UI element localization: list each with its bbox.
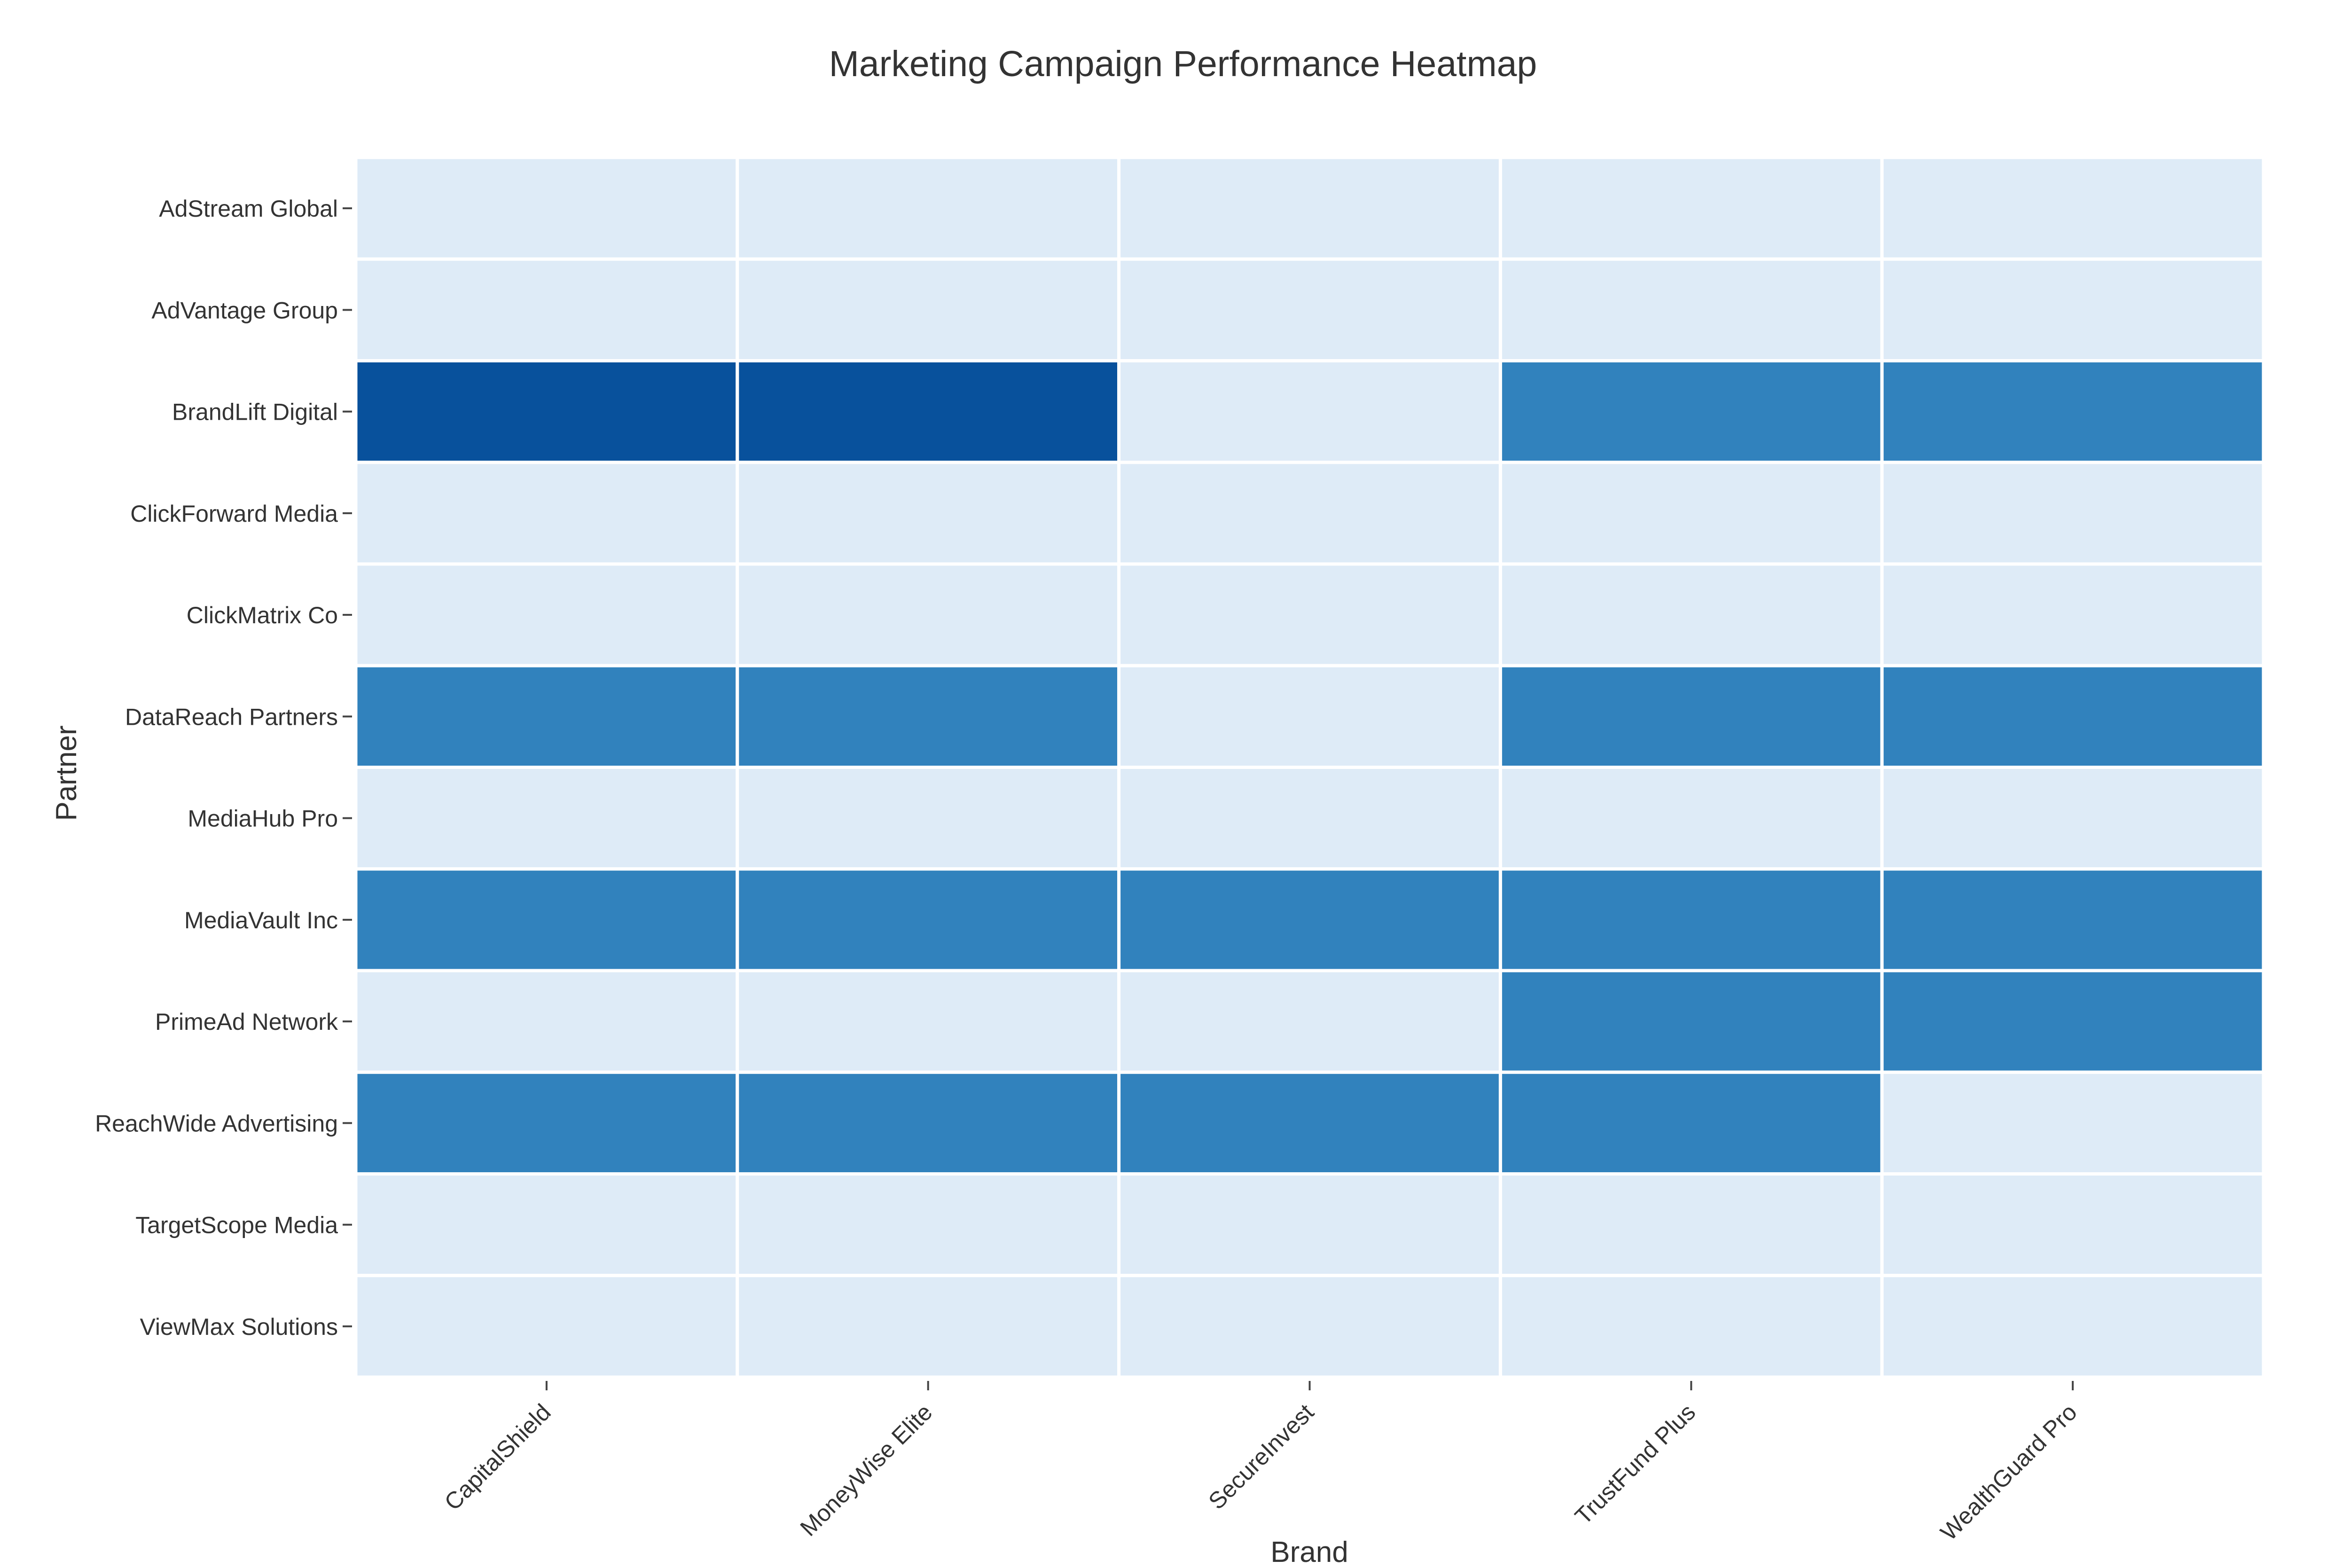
- heatmap-cell: [1880, 1172, 2265, 1278]
- heatmap-cell: [1498, 359, 1884, 464]
- heatmap-cell: [1498, 664, 1884, 769]
- heatmap-cell: [1880, 359, 2265, 464]
- heatmap-cell: [354, 766, 739, 871]
- y-tick-label: AdStream Global: [159, 196, 338, 222]
- y-axis-title: Partner: [50, 725, 83, 821]
- heatmap-cell: [1880, 257, 2265, 362]
- heatmap-cell: [1498, 562, 1884, 667]
- y-tick-label: PrimeAd Network: [155, 1009, 338, 1035]
- heatmap-cell: [1880, 766, 2265, 871]
- heatmap-cell: [354, 1070, 739, 1176]
- heatmap-cell: [1880, 461, 2265, 566]
- heatmap-cells: [354, 156, 2265, 1379]
- heatmap-cell: [1880, 867, 2265, 972]
- heatmap-cell: [736, 156, 1121, 261]
- heatmap-cell: [736, 1172, 1121, 1278]
- heatmap-cell: [1498, 969, 1884, 1074]
- heatmap-cell: [1117, 867, 1502, 972]
- heatmap-cell: [736, 461, 1121, 566]
- heatmap-cell: [1498, 1172, 1884, 1278]
- heatmap-cell: [1498, 867, 1884, 972]
- heatmap-cell: [354, 1172, 739, 1278]
- heatmap-cell: [736, 257, 1121, 362]
- heatmap-cell: [1117, 156, 1502, 261]
- heatmap-cell: [736, 766, 1121, 871]
- heatmap-cell: [354, 257, 739, 362]
- y-tick-label: MediaVault Inc: [184, 907, 338, 933]
- heatmap-cell: [736, 1070, 1121, 1176]
- heatmap-cell: [1117, 359, 1502, 464]
- y-tick-label: BrandLift Digital: [172, 399, 338, 425]
- y-tick-label: ClickMatrix Co: [187, 602, 338, 628]
- heatmap-cell: [1117, 257, 1502, 362]
- heatmap-cell: [1498, 1070, 1884, 1176]
- heatmap-cell: [1498, 766, 1884, 871]
- heatmap-cell: [354, 562, 739, 667]
- heatmap-cell: [354, 664, 739, 769]
- heatmap-cell: [1498, 461, 1884, 566]
- heatmap-cell: [736, 664, 1121, 769]
- heatmap-cell: [1880, 969, 2265, 1074]
- x-axis-title: Brand: [1270, 1536, 1348, 1568]
- heatmap-cell: [1117, 1172, 1502, 1278]
- y-tick-label: ViewMax Solutions: [140, 1314, 338, 1340]
- heatmap-cell: [1117, 562, 1502, 667]
- y-tick-label: DataReach Partners: [125, 704, 338, 730]
- heatmap-cell: [354, 867, 739, 972]
- y-tick-label: ClickForward Media: [130, 501, 338, 527]
- heatmap-cell: [1117, 969, 1502, 1074]
- heatmap-cell: [354, 156, 739, 261]
- heatmap-cell: [736, 969, 1121, 1074]
- heatmap-cell: [1880, 1274, 2265, 1379]
- y-tick-label: TargetScope Media: [135, 1212, 338, 1239]
- heatmap-cell: [1880, 562, 2265, 667]
- heatmap-cell: [1117, 1070, 1502, 1176]
- heatmap-cell: [1117, 766, 1502, 871]
- heatmap-cell: [1117, 1274, 1502, 1379]
- heatmap-cell: [736, 1274, 1121, 1379]
- y-tick-label: ReachWide Advertising: [95, 1110, 338, 1137]
- heatmap-cell: [354, 461, 739, 566]
- heatmap-cell: [736, 562, 1121, 667]
- heatmap-cell: [736, 359, 1121, 464]
- heatmap-cell: [1498, 156, 1884, 261]
- heatmap-cell: [1880, 664, 2265, 769]
- heatmap-cell: [1498, 1274, 1884, 1379]
- y-tick-label: AdVantage Group: [151, 297, 338, 323]
- heatmap-cell: [354, 1274, 739, 1379]
- y-tick-label: MediaHub Pro: [188, 806, 338, 832]
- heatmap-cell: [1117, 664, 1502, 769]
- heatmap-cell: [1498, 257, 1884, 362]
- heatmap-cell: [736, 867, 1121, 972]
- heatmap-cell: [354, 359, 739, 464]
- heatmap-cell: [1117, 461, 1502, 566]
- heatmap-cell: [1880, 1070, 2265, 1176]
- chart-title: Marketing Campaign Performance Heatmap: [829, 44, 1537, 84]
- heatmap-cell: [354, 969, 739, 1074]
- y-axis: AdStream Global AdVantage Group BrandLift …: [95, 196, 352, 1340]
- heatmap-cell: [1880, 156, 2265, 261]
